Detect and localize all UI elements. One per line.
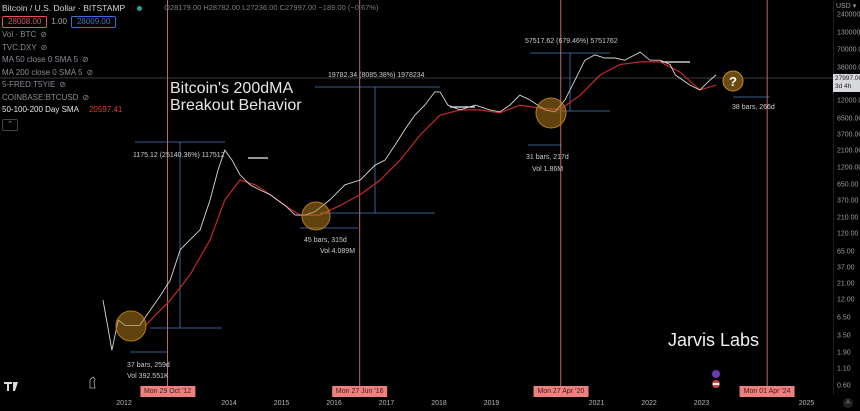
measure-2: [300, 86, 440, 229]
watermark-brand: Jarvis Labs: [668, 330, 760, 350]
sma-value: 20597.41: [88, 105, 123, 114]
eye-off-icon[interactable]: ⊘: [59, 80, 67, 89]
legend: Bitcoin / U.S. Dollar · BITSTAMP O28179.…: [2, 2, 378, 131]
y-tick-label: 65.00: [837, 248, 855, 255]
spread-value: 1.00: [51, 16, 67, 26]
question-circle: [722, 70, 744, 92]
x-tick-label: 2022: [641, 400, 657, 407]
measure-2-price-label: 19782.34 (8085.38%) 1978234: [328, 72, 425, 79]
y-tick-label: 650.00: [837, 181, 859, 189]
y-tick-label: 21.00: [837, 280, 855, 288]
measure-3-vol-label: Vol 1.86M: [532, 166, 564, 173]
measure-1-price-label: 1175.12 (25140.36%) 117512: [133, 152, 225, 159]
x-tick-label: 2025: [798, 400, 815, 407]
indicator-label: TVC:DXY: [2, 42, 37, 52]
measure-2-vol-label: Vol 4.089M: [320, 248, 356, 255]
measure-1: [130, 141, 225, 353]
x-tick-label: 2018: [431, 400, 447, 407]
y-tick-label: 6.50: [837, 314, 851, 322]
y-tick-label: 12.00: [837, 296, 855, 304]
bar-countdown: 3d 4h: [835, 83, 852, 90]
auto-scale-button[interactable]: A: [843, 398, 853, 408]
price-chart[interactable]: ?: [0, 0, 833, 395]
sell-price-button[interactable]: 28008.00: [2, 16, 48, 28]
y-tick-label: 0.60: [837, 382, 851, 390]
breakout-circle-2012: [115, 310, 147, 342]
measure-1-time-label: 37 bars, 259d: [127, 362, 170, 369]
indicator-row[interactable]: COINBASE:BTCUSD ⊘: [2, 92, 378, 105]
chart-headline: Bitcoin's 200dMA Breakout Behavior: [170, 80, 302, 114]
x-tick-label: 2023: [693, 400, 710, 407]
sma-label: 50-100-200 Day SMA: [2, 105, 79, 114]
market-status-dot: [137, 6, 143, 11]
x-tick-label: 2015: [273, 400, 290, 407]
measure-3-price-label: 57517.62 (679.46%) 5751762: [525, 38, 618, 45]
x-tick-label: 2021: [588, 400, 605, 407]
x-tick-label: 2017: [378, 400, 395, 407]
sma-indicator-row[interactable]: 50-100-200 Day SMA 20597.41: [2, 104, 378, 117]
symbol-title[interactable]: Bitcoin / U.S. Dollar · BITSTAMP: [2, 3, 126, 14]
indicator-row[interactable]: MA 50 close 0 SMA 5 ⊘: [2, 54, 378, 67]
date-marker-lines: [167, 0, 768, 386]
y-tick-label: 1.10: [837, 365, 851, 373]
current-price-label: 27997.00 3d 4h: [833, 74, 860, 92]
y-tick-label: 2100.00: [837, 147, 860, 155]
question-mark: ?: [729, 74, 737, 89]
y-tick-label: 1200.00: [837, 164, 860, 172]
y-tick-label: 240000.00: [837, 11, 860, 19]
breakout-circle-2019: [535, 97, 567, 129]
eye-off-icon[interactable]: ⊘: [40, 30, 47, 39]
y-tick-label: 210.00: [837, 214, 859, 222]
measure-4-time-label: 38 bars, 266d: [732, 104, 775, 111]
current-price: 27997.00: [835, 75, 860, 82]
price-line: [102, 51, 717, 351]
ma200-line: [144, 61, 717, 327]
measure-3-time-label: 31 bars, 217d: [526, 154, 569, 161]
y-tick-label: 37.00: [837, 264, 855, 272]
dino-icon: [89, 376, 96, 389]
indicator-row[interactable]: 5-FRED:T5YIE ⊘: [2, 79, 378, 92]
y-tick-label: 70000.00: [837, 46, 860, 54]
y-tick-label: 38000.00: [837, 64, 860, 72]
y-tick-label: 120.00: [837, 230, 859, 238]
eye-off-icon[interactable]: ⊘: [40, 42, 48, 52]
y-tick-label: 370.00: [837, 197, 859, 205]
eye-off-icon[interactable]: ⊘: [82, 92, 90, 102]
price-axis[interactable]: 240000.00 130000.00 70000.00 38000.00 12000.…: [833, 0, 860, 395]
y-tick-label: 130000.00: [837, 29, 860, 37]
indicator-label: MA 200 close 0 SMA 5: [2, 67, 83, 77]
indicator-label: COINBASE:BTCUSD: [2, 92, 79, 102]
x-tick-label: 2012: [116, 400, 132, 407]
measure-2-time-label: 45 bars, 315d: [304, 237, 347, 244]
buy-price-button[interactable]: 28009.00: [70, 16, 117, 28]
eye-off-icon[interactable]: ⊘: [86, 67, 94, 77]
y-tick-label: 6500.00: [837, 115, 860, 123]
y-tick-label: 1.90: [837, 349, 851, 357]
indicator-row[interactable]: Vol · BTC ⊘: [2, 29, 378, 42]
x-tick-label: 2014: [221, 400, 237, 407]
indicator-label: 5-FRED:T5YIE: [2, 80, 56, 89]
indicator-row[interactable]: MA 200 close 0 SMA 5 ⊘: [2, 67, 378, 80]
indicator-label: MA 50 close 0 SMA 5: [2, 55, 79, 64]
y-tick-label: 3.50: [837, 332, 851, 340]
indicator-label: Vol · BTC: [2, 30, 37, 39]
tradingview-logo-icon: [4, 382, 18, 391]
measure-3: [528, 52, 610, 146]
x-tick-label: 2019: [483, 400, 500, 407]
x-tick-label: 2016: [326, 400, 342, 407]
flag-icons[interactable]: [712, 370, 720, 388]
y-tick-label: 12000.00: [837, 97, 860, 105]
indicator-row[interactable]: TVC:DXY ⊘: [2, 42, 378, 55]
measure-1-vol-label: Vol 392.551K: [127, 373, 169, 380]
chevron-up-icon[interactable]: ⌃: [2, 118, 18, 131]
ohlc-values: O28179.00 H28782.00 L27236.00 C27997.00 …: [164, 3, 379, 13]
eye-off-icon[interactable]: ⊘: [82, 55, 89, 64]
y-tick-label: 3700.00: [837, 131, 860, 139]
currency-selector[interactable]: USD ▾: [836, 3, 857, 10]
breakout-circle-2015: [301, 201, 331, 231]
